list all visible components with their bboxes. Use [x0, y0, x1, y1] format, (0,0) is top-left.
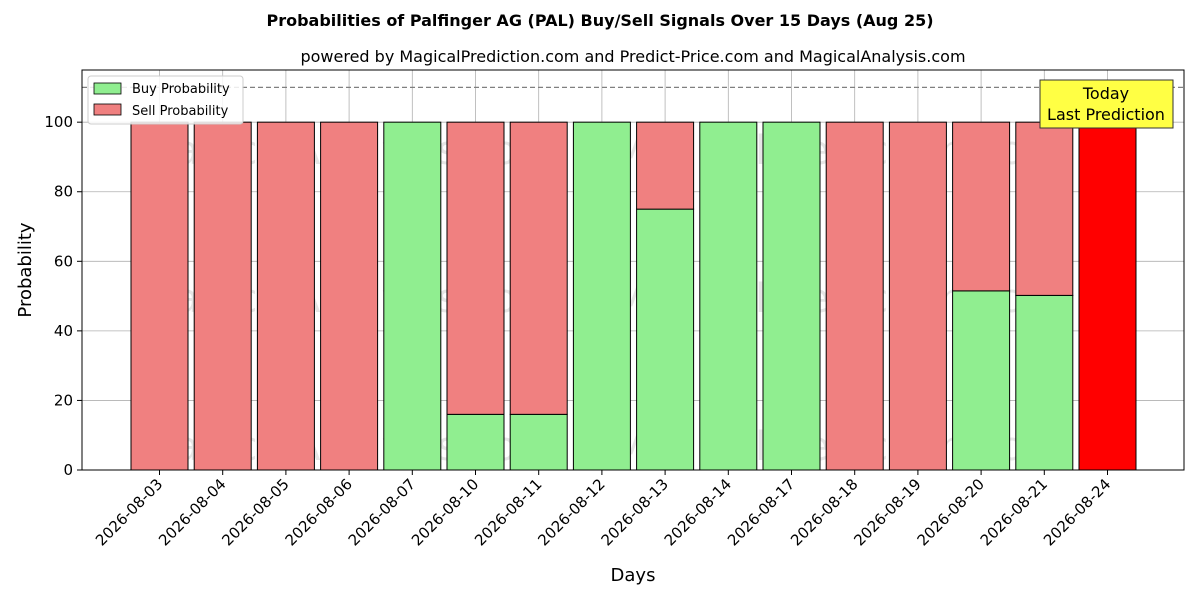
annotation-line-1: Today — [1082, 84, 1129, 103]
legend-swatch-buy — [93, 82, 122, 95]
annotation-box — [1039, 79, 1174, 129]
bar-buy-2026-08-10 — [446, 413, 505, 471]
bar-sell-2026-08-21 — [1015, 121, 1074, 296]
x-tick-label: 2026-08-13 — [598, 475, 672, 549]
bar-buy-2026-08-20 — [952, 290, 1011, 471]
y-tick-label: 100 — [44, 113, 73, 131]
today-annotation: Today Last Prediction — [1039, 79, 1174, 129]
bar-sell-2026-08-05 — [256, 121, 315, 471]
bar-sell-2026-08-03 — [130, 121, 189, 471]
x-tick-label: 2026-08-14 — [661, 475, 735, 549]
legend-label-buy: Buy Probability — [132, 82, 230, 97]
legend-box — [87, 75, 244, 125]
bar-buy-2026-08-17 — [762, 121, 821, 471]
y-axis-label: Probability — [15, 222, 36, 317]
y-tick-label: 0 — [63, 461, 73, 479]
bar-sell-2026-08-11 — [509, 121, 568, 415]
annotation-line-2: Last Prediction — [1047, 105, 1165, 124]
bar-sell-2026-08-06 — [320, 121, 379, 471]
x-tick-label: 2026-08-21 — [977, 475, 1051, 549]
bar-buy-2026-08-13 — [636, 208, 695, 471]
bar-sell-2026-08-18 — [825, 121, 884, 471]
bars — [130, 121, 1137, 471]
bar-sell-2026-08-19 — [888, 121, 947, 471]
bar-sell-2026-08-04 — [193, 121, 252, 471]
y-tick-label: 60 — [54, 252, 73, 270]
bar-buy-2026-08-12 — [572, 121, 631, 471]
x-axis-ticks: 2026-08-032026-08-042026-08-052026-08-06… — [92, 470, 1114, 549]
bar-sell-2026-08-24 — [1078, 121, 1137, 471]
x-tick-label: 2026-08-20 — [914, 475, 988, 549]
legend-swatch-sell — [93, 103, 122, 116]
x-tick-label: 2026-08-10 — [408, 475, 482, 549]
x-tick-label: 2026-08-07 — [345, 475, 419, 549]
y-axis-ticks: 0 20 40 60 80 100 — [44, 113, 82, 479]
y-tick-label: 40 — [54, 322, 73, 340]
x-tick-label: 2026-08-19 — [850, 475, 924, 549]
x-tick-label: 2026-08-17 — [724, 475, 798, 549]
bar-buy-2026-08-07 — [383, 121, 442, 471]
x-tick-label: 2026-08-05 — [218, 475, 292, 549]
legend: Buy Probability Sell Probability — [87, 75, 244, 125]
x-axis-label: Days — [611, 565, 656, 586]
x-tick-label: 2026-08-03 — [92, 475, 166, 549]
plot-frame — [81, 69, 1185, 471]
bar-sell-2026-08-13 — [636, 121, 695, 210]
chart-subtitle: powered by MagicalPrediction.com and Pre… — [300, 47, 965, 66]
x-tick-label: 2026-08-12 — [534, 475, 608, 549]
x-tick-label: 2026-08-04 — [155, 475, 229, 549]
bar-sell-2026-08-20 — [952, 121, 1011, 292]
chart-title: Probabilities of Palfinger AG (PAL) Buy/… — [266, 11, 933, 30]
bar-buy-2026-08-14 — [699, 121, 758, 471]
bar-buy-2026-08-11 — [509, 413, 568, 471]
x-tick-label: 2026-08-11 — [471, 475, 545, 549]
x-tick-label: 2026-08-24 — [1040, 475, 1114, 549]
bar-buy-2026-08-21 — [1015, 294, 1074, 471]
y-tick-label: 20 — [54, 391, 73, 409]
x-tick-label: 2026-08-18 — [787, 475, 861, 549]
x-tick-label: 2026-08-06 — [282, 475, 356, 549]
bar-sell-2026-08-10 — [446, 121, 505, 415]
legend-label-sell: Sell Probability — [132, 104, 229, 119]
y-tick-label: 80 — [54, 183, 73, 201]
